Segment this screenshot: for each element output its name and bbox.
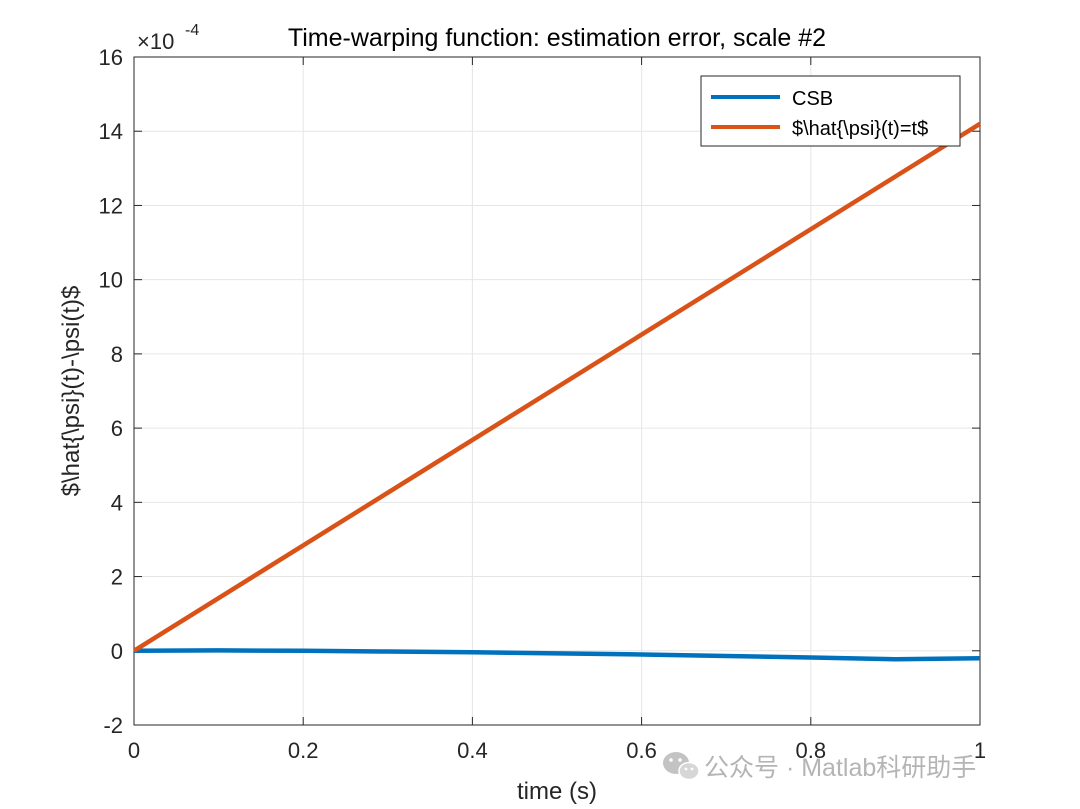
chart-title: Time-warping function: estimation error,… xyxy=(288,24,826,52)
x-tick-label-2: 0.4 xyxy=(457,738,488,763)
y-tick-label-9: 16 xyxy=(99,45,123,70)
x-tick-label-1: 0.2 xyxy=(288,738,319,763)
y-axis-label: $\hat{\psi}(t)-\psi(t)$ xyxy=(58,286,85,497)
x-axis-label: time (s) xyxy=(517,778,597,805)
legend-label-csb: CSB xyxy=(792,88,833,110)
y-tick-label-0: -2 xyxy=(103,713,123,738)
watermark: 公众号 · Matlab科研助手 xyxy=(663,752,976,782)
x-tick-label-4: 0.8 xyxy=(796,738,827,763)
series-line-csb xyxy=(133,648,981,662)
legend-label-psi-hat: $\hat{\psi}(t)=t$ xyxy=(792,118,928,140)
axes-frame xyxy=(133,56,981,726)
y-tick-label-2: 2 xyxy=(111,565,123,590)
y-tick-label-6: 10 xyxy=(99,268,123,293)
y-tick-label-8: 14 xyxy=(99,119,123,144)
wechat-icon xyxy=(663,752,700,781)
watermark-text: 公众号 · Matlab科研助手 xyxy=(704,754,976,782)
plot-series xyxy=(132,121,982,662)
legend-box xyxy=(700,75,961,147)
y-exponent-power: -4 xyxy=(185,22,199,39)
y-exponent-base: ×10 xyxy=(137,29,174,54)
x-tick-label-5: 1 xyxy=(974,738,986,763)
y-exponent: ×10 -4 xyxy=(137,22,199,54)
y-tick-label-5: 8 xyxy=(111,342,123,367)
legend: CSB $\hat{\psi}(t)=t$ xyxy=(700,75,961,147)
y-tick-label-3: 4 xyxy=(111,490,123,515)
y-tick-label-1: 0 xyxy=(111,639,123,664)
series-line-psi-hat xyxy=(132,121,982,653)
x-tick-label-3: 0.6 xyxy=(626,738,657,763)
y-tick-label-7: 12 xyxy=(99,193,123,218)
y-tick-label-4: 6 xyxy=(111,416,123,441)
x-tick-label-0: 0 xyxy=(128,738,140,763)
